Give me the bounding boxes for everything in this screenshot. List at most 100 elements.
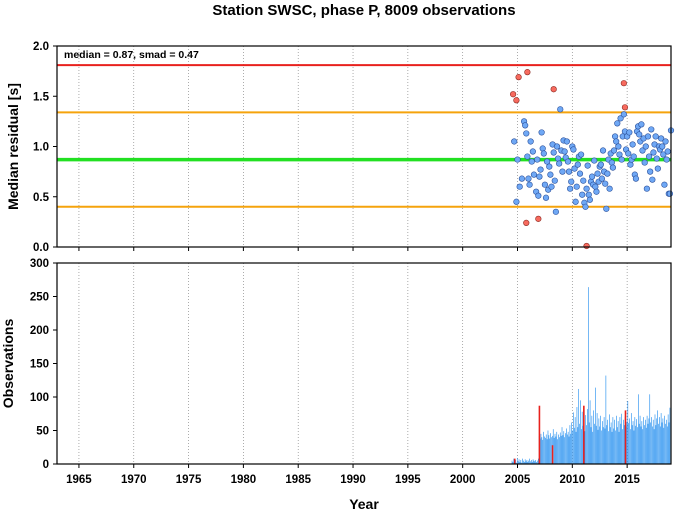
observation-bar	[616, 415, 617, 464]
observation-bar	[564, 437, 565, 464]
observation-bar	[668, 422, 670, 464]
residual-annotation: median = 0.87, smad = 0.47	[64, 49, 199, 61]
residual-point	[565, 168, 573, 175]
observation-bar	[656, 418, 658, 464]
residual-point	[630, 153, 637, 160]
observation-bar	[623, 419, 624, 464]
observation-bar	[578, 388, 580, 464]
outlier-point	[620, 80, 627, 87]
observation-bar	[581, 411, 583, 464]
residual-point	[594, 170, 601, 177]
observation-bar	[530, 459, 532, 464]
observation-bar	[629, 418, 630, 464]
outlier-point	[510, 91, 517, 98]
observation-bar	[659, 417, 660, 464]
residual-point	[617, 115, 624, 122]
outlier-bar	[513, 458, 516, 464]
observation-bar	[547, 430, 549, 464]
observation-bar	[640, 426, 642, 464]
residual-point	[561, 148, 568, 155]
x-tick-label: 1995	[395, 474, 421, 486]
residual-point	[603, 205, 610, 212]
observation-bar	[643, 417, 644, 464]
observation-bar	[637, 427, 638, 464]
observation-bar	[604, 428, 606, 464]
residual-point	[550, 149, 557, 156]
observation-bar	[544, 436, 545, 464]
observation-bar	[535, 459, 537, 464]
residual-point	[654, 165, 661, 172]
observation-bar	[532, 459, 534, 464]
observation-bar	[523, 461, 525, 464]
observation-bar	[615, 430, 616, 464]
residual-point	[580, 177, 587, 184]
residual-point	[554, 155, 562, 162]
observation-bar	[623, 425, 625, 464]
residual-point	[598, 175, 606, 182]
residual-point	[529, 148, 536, 155]
observation-bar	[617, 421, 619, 464]
residual-point	[553, 143, 561, 150]
observation-bar	[549, 438, 551, 464]
residual-point	[576, 170, 584, 177]
residual-point	[526, 181, 533, 188]
observation-bar	[541, 437, 543, 464]
y-tick-label: 150	[30, 359, 49, 371]
observation-bar	[657, 410, 658, 464]
observation-bar	[519, 461, 521, 464]
residual-point	[632, 175, 640, 182]
x-tick-label: 1985	[285, 474, 311, 486]
observation-bar	[511, 460, 513, 464]
x-tick-label: 2000	[450, 474, 476, 486]
residual-point	[572, 198, 579, 205]
observation-bar	[619, 417, 621, 464]
observation-bar	[655, 425, 657, 464]
observation-bar	[631, 425, 633, 464]
x-tick-label: 1980	[231, 474, 257, 486]
residual-point	[602, 180, 609, 187]
residual-point	[610, 147, 618, 154]
residual-point	[542, 194, 550, 201]
observation-bar	[665, 423, 666, 464]
observations-plot-area	[57, 263, 671, 464]
residual-point	[664, 148, 671, 155]
observation-bar	[585, 415, 587, 464]
residual-point	[539, 145, 546, 152]
observation-bar	[512, 461, 514, 464]
observation-bar	[528, 460, 530, 464]
observation-bar	[641, 421, 643, 464]
observation-bar	[529, 458, 530, 464]
observation-bar	[558, 434, 559, 464]
x-tick-label: 2005	[505, 474, 531, 486]
observation-bar	[612, 417, 614, 464]
observation-bar	[588, 422, 590, 464]
residual-point	[642, 143, 649, 150]
y-tick-label: 200	[30, 325, 49, 337]
observation-bar	[614, 419, 615, 464]
y-tick-label: 0.0	[33, 242, 49, 254]
observation-bar	[531, 461, 533, 464]
observation-bar	[589, 400, 591, 464]
residual-point	[592, 183, 599, 190]
observation-bar	[598, 418, 600, 464]
observation-bar	[647, 423, 649, 464]
observation-bar	[546, 439, 548, 464]
observation-bar	[652, 426, 653, 464]
residual-point	[650, 149, 657, 156]
x-tick-label: 1965	[66, 474, 92, 486]
residual-point	[516, 183, 523, 190]
y-tick-label: 2.0	[33, 41, 49, 53]
residual-point	[659, 143, 666, 150]
residual-point	[643, 185, 650, 192]
observation-bar	[595, 425, 597, 464]
residual-point	[557, 106, 564, 113]
observation-bar	[540, 433, 542, 464]
residual-point	[648, 126, 655, 133]
observation-bar	[557, 439, 558, 464]
outlier-bar	[538, 405, 541, 464]
residual-point	[593, 188, 600, 195]
residual-point	[608, 159, 615, 166]
observation-bar	[594, 423, 595, 464]
y-tick-label: 0	[43, 459, 49, 471]
